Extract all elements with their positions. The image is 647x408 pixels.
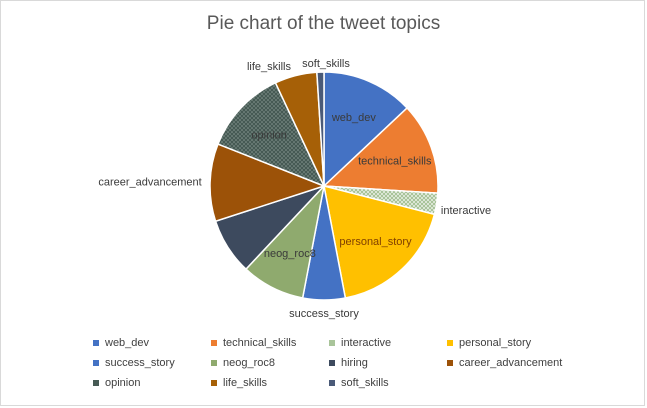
data-label-interactive: interactive (441, 205, 491, 217)
legend-swatch (93, 340, 99, 346)
data-label-web-dev: web_dev (331, 112, 377, 124)
legend-label: life_skills (223, 377, 268, 389)
legend-swatch (93, 360, 99, 366)
legend-item-success-story: success_story (93, 357, 211, 369)
legend-item-hiring: hiring (329, 357, 447, 369)
pie-slice-opinion (217, 81, 326, 188)
pie-slice-technical-skills (322, 106, 439, 194)
legend-item-interactive: interactive (329, 337, 447, 349)
data-label-career-advancement: career_advancement (98, 176, 201, 188)
legend-swatch (329, 340, 335, 346)
legend-swatch (211, 360, 217, 366)
data-label-personal-story: personal_story (339, 236, 412, 248)
data-label-opinion: opinion (251, 129, 286, 141)
data-label-neog-roc8: neog_roc8 (264, 248, 316, 260)
legend-swatch (447, 340, 453, 346)
pie-slice-career-advancement (209, 143, 327, 223)
legend-item-web-dev: web_dev (93, 337, 211, 349)
legend-item-opinion: opinion (93, 377, 211, 389)
legend-item-personal-story: personal_story (447, 337, 613, 349)
legend-swatch (211, 380, 217, 386)
legend-label: neog_roc8 (223, 357, 275, 369)
legend-swatch (93, 380, 99, 386)
pie-slice-personal-story (323, 184, 436, 299)
legend-swatch (447, 360, 453, 366)
chart-title: Pie chart of the tweet topics (206, 13, 441, 34)
legend-label: career_advancement (459, 357, 563, 369)
legend-label: hiring (341, 357, 368, 369)
legend-label: success_story (105, 357, 175, 369)
legend-swatch (211, 340, 217, 346)
legend-item-life-skills: life_skills (211, 377, 329, 389)
data-label-soft-skills: soft_skills (302, 58, 350, 70)
data-label-life-skills: life_skills (247, 61, 292, 73)
legend-label: soft_skills (341, 377, 389, 389)
legend-label: interactive (341, 337, 392, 349)
legend-label: personal_story (459, 337, 532, 349)
data-label-success-story: success_story (289, 308, 359, 320)
legend-item-neog-roc8: neog_roc8 (211, 357, 329, 369)
legend-swatch (329, 380, 335, 386)
pie-chart: web_dev technical_skills interactive person… (98, 58, 491, 320)
legend-label: technical_skills (223, 337, 297, 349)
legend-item-soft-skills: soft_skills (329, 377, 447, 389)
legend: web_dev technical_skills interactive person… (93, 337, 613, 389)
legend-item-career-advancement: career_advancement (447, 357, 613, 369)
legend-swatch (329, 360, 335, 366)
legend-label: opinion (105, 377, 141, 389)
pie-slice-web-dev (323, 71, 409, 188)
legend-label: web_dev (105, 337, 150, 349)
pie-slice-soft-skills (316, 71, 325, 187)
data-label-technical-skills: technical_skills (358, 156, 432, 168)
legend-item-technical-skills: technical_skills (211, 337, 329, 349)
